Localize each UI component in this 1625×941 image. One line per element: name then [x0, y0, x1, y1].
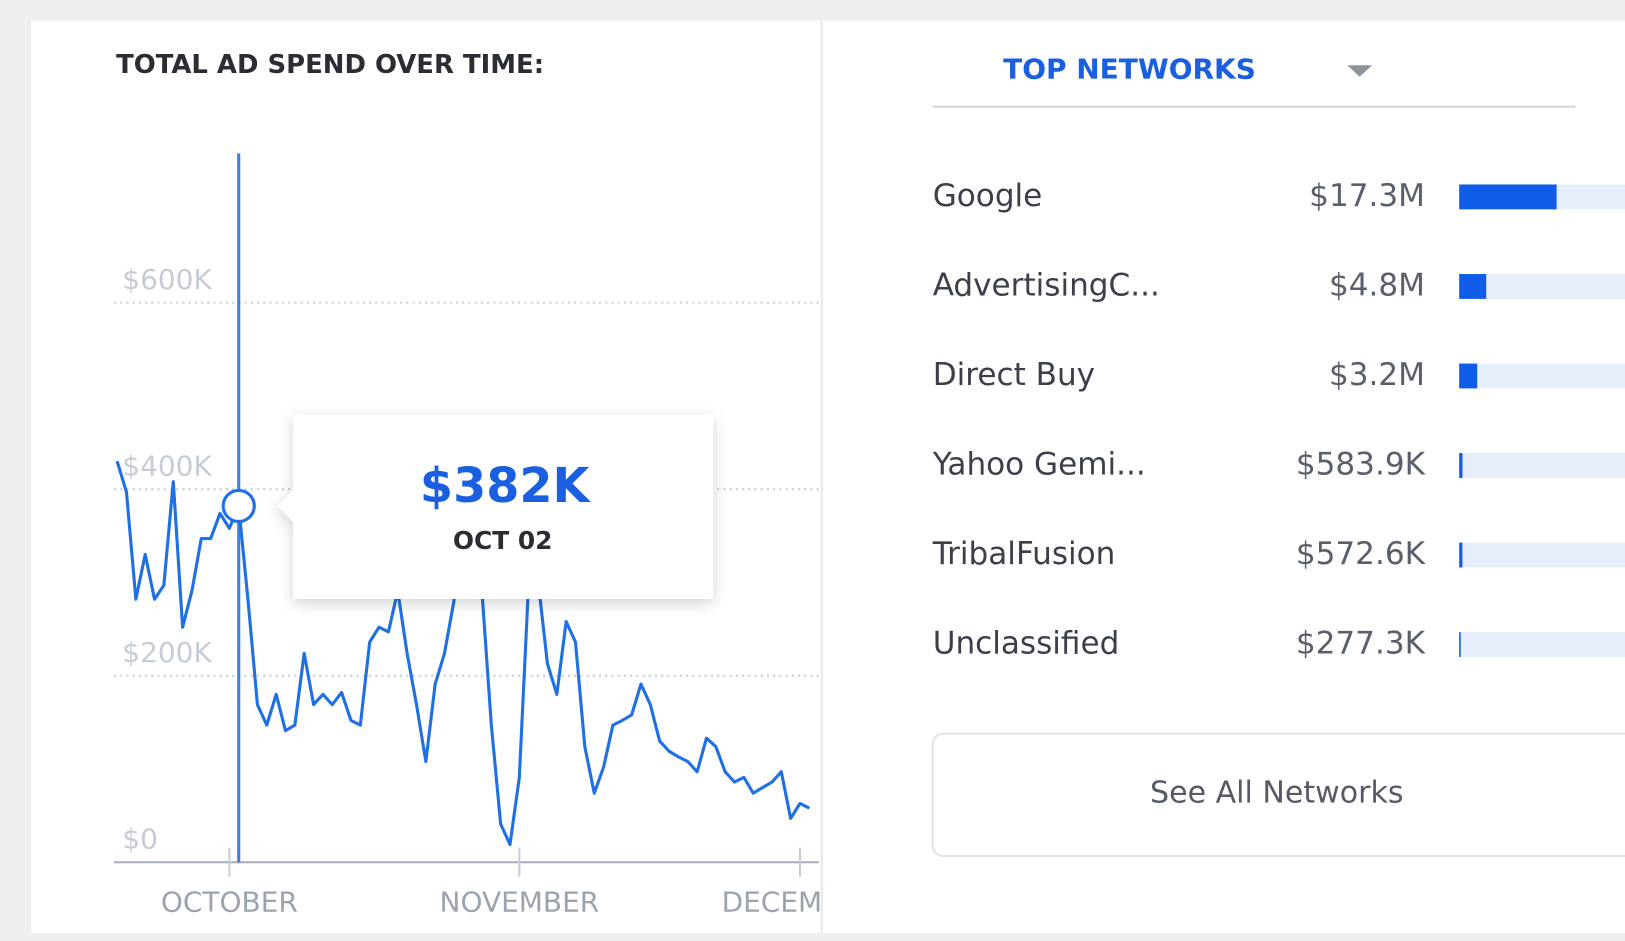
- network-spend: $583.9K: [1296, 447, 1427, 483]
- network-name: TribalFusion: [932, 536, 1116, 572]
- spend-chart: TOTAL AD SPEND OVER TIME: $0 $200K $400K $6…: [113, 50, 879, 919]
- network-spend: $17.3M: [1309, 178, 1425, 214]
- network-spend: $572.6K: [1296, 536, 1427, 572]
- dropdown-caret[interactable]: [1347, 65, 1373, 77]
- y-tick-label: $400K: [122, 449, 212, 482]
- bar-track: [1459, 453, 1625, 478]
- y-tick-label: $0: [122, 822, 158, 855]
- x-tick-label: OCTOBER: [161, 886, 298, 919]
- tooltip-box: [277, 414, 714, 600]
- see-all-button[interactable]: See All Networks: [931, 732, 1625, 858]
- bar: [1459, 632, 1461, 658]
- tooltip-date: OCT 02: [453, 526, 553, 555]
- bar-track: [1459, 274, 1625, 299]
- bar: [1459, 184, 1557, 210]
- network-spend: $3.2M: [1329, 357, 1425, 393]
- x-tick-label: DECEMBER: [722, 886, 879, 919]
- y-tick-label: $200K: [122, 636, 212, 669]
- network-name: Unclassified: [933, 626, 1120, 662]
- network-name: Google: [933, 178, 1043, 214]
- bar: [1459, 453, 1463, 478]
- hover-point: [221, 488, 256, 524]
- bar: [1459, 363, 1478, 389]
- x-tick-label: NOVEMBER: [440, 886, 600, 919]
- tooltip: [277, 414, 714, 600]
- dropdown[interactable]: TOP NETWORKS: [1003, 52, 1373, 85]
- tooltip-value: $382K: [420, 459, 592, 514]
- network-spend: $4.8M: [1329, 267, 1425, 303]
- bar-track: [1459, 632, 1625, 658]
- button-box[interactable]: [931, 732, 1625, 858]
- chart-title: TOTAL AD SPEND OVER TIME:: [116, 50, 544, 80]
- button-label[interactable]: See All Networks: [1150, 775, 1404, 810]
- y-tick-label: $600K: [122, 263, 212, 296]
- bar-track: [1459, 542, 1625, 568]
- dropdown-label[interactable]: TOP NETWORKS: [1003, 52, 1256, 85]
- network-spend: $277.3K: [1296, 626, 1427, 662]
- bar: [1459, 274, 1487, 299]
- network-name: AdvertisingC...: [933, 267, 1160, 303]
- network-name: Direct Buy: [933, 357, 1095, 393]
- bar-track: [1459, 363, 1625, 389]
- bar: [1459, 542, 1463, 568]
- networks-panel: TOP NETWORKS See All Networks Google $17.…: [931, 52, 1625, 858]
- network-name: Yahoo Gemi...: [932, 447, 1146, 483]
